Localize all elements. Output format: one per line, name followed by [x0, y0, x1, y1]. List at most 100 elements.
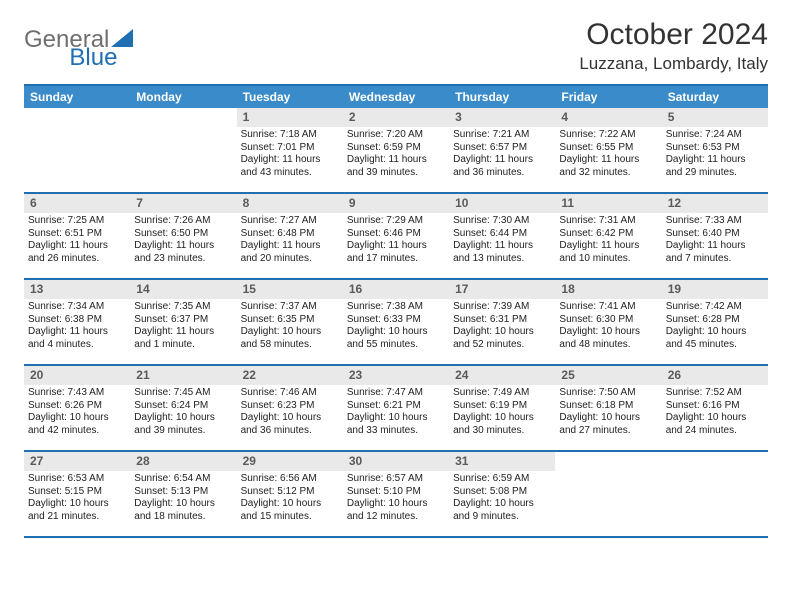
daylight-text: Daylight: 10 hours and 39 minutes. [134, 412, 232, 437]
day-body: Sunrise: 6:59 AMSunset: 5:08 PMDaylight:… [449, 471, 555, 527]
daylight-text: Daylight: 11 hours and 23 minutes. [134, 240, 232, 265]
sunset-text: Sunset: 6:57 PM [453, 142, 551, 155]
dow-cell: Wednesday [343, 86, 449, 108]
day-number: 29 [237, 452, 343, 471]
day-cell: 9Sunrise: 7:29 AMSunset: 6:46 PMDaylight… [343, 194, 449, 278]
day-cell: 12Sunrise: 7:33 AMSunset: 6:40 PMDayligh… [662, 194, 768, 278]
sunset-text: Sunset: 6:21 PM [347, 400, 445, 413]
sunrise-text: Sunrise: 7:26 AM [134, 215, 232, 228]
daylight-text: Daylight: 10 hours and 45 minutes. [666, 326, 764, 351]
dow-cell: Tuesday [237, 86, 343, 108]
day-cell: 30Sunrise: 6:57 AMSunset: 5:10 PMDayligh… [343, 452, 449, 536]
sunset-text: Sunset: 7:01 PM [241, 142, 339, 155]
daylight-text: Daylight: 10 hours and 18 minutes. [134, 498, 232, 523]
week-row: 1Sunrise: 7:18 AMSunset: 7:01 PMDaylight… [24, 108, 768, 194]
sunrise-text: Sunrise: 7:24 AM [666, 129, 764, 142]
sunrise-text: Sunrise: 7:52 AM [666, 387, 764, 400]
day-cell: 15Sunrise: 7:37 AMSunset: 6:35 PMDayligh… [237, 280, 343, 364]
day-cell: 6Sunrise: 7:25 AMSunset: 6:51 PMDaylight… [24, 194, 130, 278]
day-body [662, 456, 768, 462]
brand-logo: General Blue [24, 18, 181, 54]
day-cell: 27Sunrise: 6:53 AMSunset: 5:15 PMDayligh… [24, 452, 130, 536]
day-number: 13 [24, 280, 130, 299]
day-body: Sunrise: 6:56 AMSunset: 5:12 PMDaylight:… [237, 471, 343, 527]
day-body: Sunrise: 7:35 AMSunset: 6:37 PMDaylight:… [130, 299, 236, 355]
day-body: Sunrise: 7:33 AMSunset: 6:40 PMDaylight:… [662, 213, 768, 269]
sunset-text: Sunset: 6:55 PM [559, 142, 657, 155]
sunset-text: Sunset: 6:19 PM [453, 400, 551, 413]
day-number: 6 [24, 194, 130, 213]
day-number: 11 [555, 194, 661, 213]
sunset-text: Sunset: 6:28 PM [666, 314, 764, 327]
daylight-text: Daylight: 10 hours and 27 minutes. [559, 412, 657, 437]
daylight-text: Daylight: 10 hours and 9 minutes. [453, 498, 551, 523]
sunset-text: Sunset: 5:15 PM [28, 486, 126, 499]
day-cell: 18Sunrise: 7:41 AMSunset: 6:30 PMDayligh… [555, 280, 661, 364]
day-cell: 23Sunrise: 7:47 AMSunset: 6:21 PMDayligh… [343, 366, 449, 450]
day-number: 24 [449, 366, 555, 385]
day-number: 19 [662, 280, 768, 299]
day-cell: 29Sunrise: 6:56 AMSunset: 5:12 PMDayligh… [237, 452, 343, 536]
daylight-text: Daylight: 11 hours and 20 minutes. [241, 240, 339, 265]
day-cell: 8Sunrise: 7:27 AMSunset: 6:48 PMDaylight… [237, 194, 343, 278]
week-row: 20Sunrise: 7:43 AMSunset: 6:26 PMDayligh… [24, 366, 768, 452]
day-number: 31 [449, 452, 555, 471]
day-cell: 31Sunrise: 6:59 AMSunset: 5:08 PMDayligh… [449, 452, 555, 536]
day-cell: 19Sunrise: 7:42 AMSunset: 6:28 PMDayligh… [662, 280, 768, 364]
sunset-text: Sunset: 6:23 PM [241, 400, 339, 413]
day-body: Sunrise: 7:18 AMSunset: 7:01 PMDaylight:… [237, 127, 343, 183]
day-cell: 26Sunrise: 7:52 AMSunset: 6:16 PMDayligh… [662, 366, 768, 450]
daylight-text: Daylight: 10 hours and 48 minutes. [559, 326, 657, 351]
day-cell: 17Sunrise: 7:39 AMSunset: 6:31 PMDayligh… [449, 280, 555, 364]
day-body: Sunrise: 7:50 AMSunset: 6:18 PMDaylight:… [555, 385, 661, 441]
daylight-text: Daylight: 11 hours and 10 minutes. [559, 240, 657, 265]
day-cell: 7Sunrise: 7:26 AMSunset: 6:50 PMDaylight… [130, 194, 236, 278]
sunset-text: Sunset: 5:10 PM [347, 486, 445, 499]
day-number: 10 [449, 194, 555, 213]
daylight-text: Daylight: 10 hours and 36 minutes. [241, 412, 339, 437]
day-number: 3 [449, 108, 555, 127]
sunrise-text: Sunrise: 7:38 AM [347, 301, 445, 314]
day-body: Sunrise: 7:26 AMSunset: 6:50 PMDaylight:… [130, 213, 236, 269]
sunset-text: Sunset: 6:59 PM [347, 142, 445, 155]
day-cell: 2 Sunrise: 7:20 AMSunset: 6:59 PMDaylight… [343, 108, 449, 192]
day-number: 30 [343, 452, 449, 471]
day-body: Sunrise: 7:27 AMSunset: 6:48 PMDaylight:… [237, 213, 343, 269]
day-cell: 28Sunrise: 6:54 AMSunset: 5:13 PMDayligh… [130, 452, 236, 536]
sunrise-text: Sunrise: 6:54 AM [134, 473, 232, 486]
day-body: Sunrise: 7:39 AMSunset: 6:31 PMDaylight:… [449, 299, 555, 355]
day-number: 4 [555, 108, 661, 127]
sunrise-text: Sunrise: 7:37 AM [241, 301, 339, 314]
day-number: 2 [343, 108, 449, 127]
day-cell: 22Sunrise: 7:46 AMSunset: 6:23 PMDayligh… [237, 366, 343, 450]
day-cell [662, 452, 768, 536]
daylight-text: Daylight: 10 hours and 42 minutes. [28, 412, 126, 437]
sunrise-text: Sunrise: 7:20 AM [347, 129, 445, 142]
day-body: Sunrise: 7:46 AMSunset: 6:23 PMDaylight:… [237, 385, 343, 441]
sunset-text: Sunset: 6:53 PM [666, 142, 764, 155]
dow-cell: Sunday [24, 86, 130, 108]
sunrise-text: Sunrise: 7:31 AM [559, 215, 657, 228]
daylight-text: Daylight: 10 hours and 55 minutes. [347, 326, 445, 351]
daylight-text: Daylight: 11 hours and 26 minutes. [28, 240, 126, 265]
sunset-text: Sunset: 6:26 PM [28, 400, 126, 413]
day-body: Sunrise: 7:30 AMSunset: 6:44 PMDaylight:… [449, 213, 555, 269]
dow-cell: Saturday [662, 86, 768, 108]
daylight-text: Daylight: 11 hours and 32 minutes. [559, 154, 657, 179]
sunrise-text: Sunrise: 7:27 AM [241, 215, 339, 228]
day-cell: 1Sunrise: 7:18 AMSunset: 7:01 PMDaylight… [237, 108, 343, 192]
sunset-text: Sunset: 6:24 PM [134, 400, 232, 413]
day-body: Sunrise: 7:49 AMSunset: 6:19 PMDaylight:… [449, 385, 555, 441]
day-cell: 5Sunrise: 7:24 AMSunset: 6:53 PMDaylight… [662, 108, 768, 192]
sunrise-text: Sunrise: 7:50 AM [559, 387, 657, 400]
sunset-text: Sunset: 6:44 PM [453, 228, 551, 241]
day-number: 12 [662, 194, 768, 213]
daylight-text: Daylight: 11 hours and 4 minutes. [28, 326, 126, 351]
day-number: 7 [130, 194, 236, 213]
daylight-text: Daylight: 11 hours and 39 minutes. [347, 154, 445, 179]
day-number: 20 [24, 366, 130, 385]
weeks-container: 1Sunrise: 7:18 AMSunset: 7:01 PMDaylight… [24, 108, 768, 538]
day-cell [130, 108, 236, 192]
sunrise-text: Sunrise: 6:59 AM [453, 473, 551, 486]
sunset-text: Sunset: 5:12 PM [241, 486, 339, 499]
